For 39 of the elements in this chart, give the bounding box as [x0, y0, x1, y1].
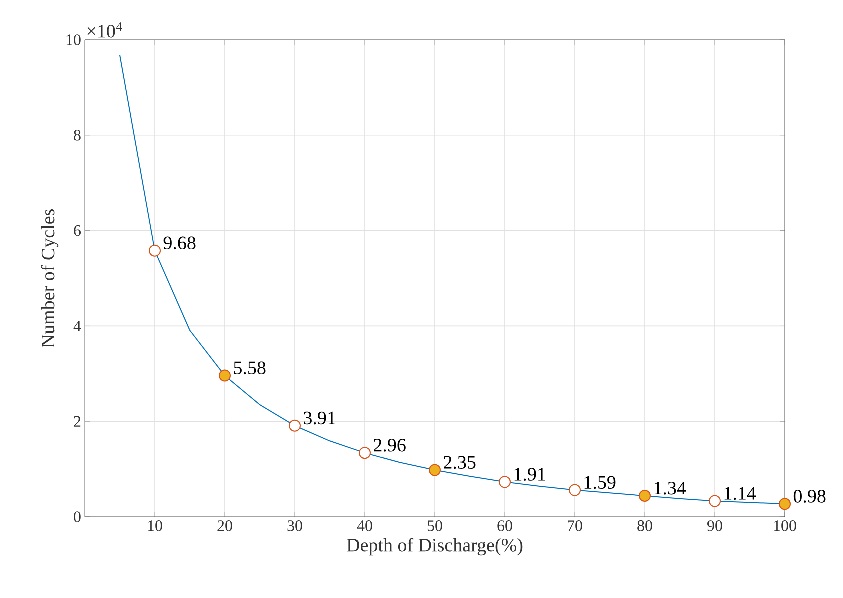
annotation: 3.91: [304, 412, 336, 425]
x-tick-label: 80: [638, 520, 652, 532]
y-tick-label: 2: [74, 416, 81, 427]
y-axis-title: Number of Cycles: [41, 210, 59, 348]
x-tick-label: 30: [288, 520, 302, 532]
annotation: 1.91: [514, 468, 546, 481]
annotation: 9.68: [164, 236, 196, 250]
annotation: 1.14: [724, 487, 756, 500]
point: [779, 498, 792, 510]
x-axis-title: Depth of Discharge(%): [347, 538, 523, 556]
x-tick-label: 70: [568, 520, 582, 532]
x-tick-label: 40: [357, 520, 372, 532]
point: [219, 370, 232, 382]
annotation: 2.35: [444, 456, 476, 470]
text: ×10$^{4}$: [88, 22, 122, 38]
x-tick-label: 60: [498, 520, 512, 532]
y-tick-label: 8: [74, 130, 81, 141]
point: [569, 484, 582, 496]
annotation: 1.59: [584, 476, 616, 490]
x-tick-label: 20: [218, 520, 232, 532]
y-tick-label: 6: [74, 225, 81, 236]
point: [709, 495, 722, 508]
y-tick-label: 0: [74, 512, 81, 522]
point: [499, 476, 512, 488]
point: [289, 420, 302, 432]
point: [359, 447, 372, 460]
x-tick-label: 100: [774, 520, 796, 532]
annotation: 2.96: [374, 439, 406, 452]
annotation: 5.58: [234, 362, 266, 375]
point: [429, 464, 442, 476]
point: [639, 490, 652, 502]
point: [149, 244, 162, 257]
x-tick-label: 10: [148, 520, 162, 532]
annotation: 0.98: [794, 490, 826, 503]
annotation: 1.34: [654, 482, 686, 495]
x-tick-label: 90: [708, 520, 722, 532]
x-tick-label: 50: [428, 520, 442, 532]
y-tick-label: 4: [74, 320, 82, 332]
y-tick-label: 10: [66, 34, 81, 46]
